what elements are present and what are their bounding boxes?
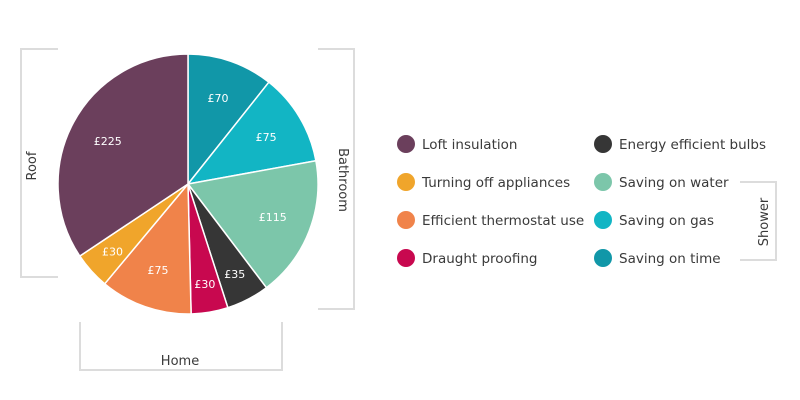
slice-value-label-saving-on-gas: £75 <box>256 131 277 144</box>
bathroom-group-label: Bathroom <box>335 148 350 212</box>
slice-value-label-loft-insulation: £225 <box>94 135 122 148</box>
slice-value-label-saving-on-water: £115 <box>259 211 287 224</box>
shower-group-label: Shower <box>757 197 772 246</box>
legend-label-energy-efficient-bulbs: Energy efficient bulbs <box>619 137 766 153</box>
slice-value-label-draught-proofing: £30 <box>194 278 215 291</box>
slice-value-label-turning-off-appliances: £30 <box>102 246 123 259</box>
home-bracket <box>79 322 283 371</box>
legend-label-saving-on-time: Saving on time <box>619 251 721 267</box>
pie-slices <box>57 53 319 315</box>
legend-label-turning-off-appliances: Turning off appliances <box>421 175 570 191</box>
pie-slice-loft-insulation <box>57 53 189 258</box>
legend-swatch-draught-proofing <box>397 249 415 267</box>
legend-swatch-turning-off-appliances <box>397 173 415 191</box>
pie-slice-saving-on-time <box>187 53 270 187</box>
pie-slice-saving-on-water <box>186 159 319 289</box>
legend-swatch-saving-on-time <box>594 249 612 267</box>
roof-group-label: Roof <box>25 151 40 180</box>
home-group-label: Home <box>161 354 199 369</box>
shower-bracket <box>740 181 777 261</box>
legend-label-saving-on-gas: Saving on gas <box>619 213 714 229</box>
legend-label-saving-on-water: Saving on water <box>619 175 729 191</box>
pie-value-labels: £70 £75 £115 £35 £30 £75 £30 £225 <box>94 92 287 291</box>
legend-swatch-saving-on-water <box>594 173 612 191</box>
bathroom-bracket <box>318 48 355 310</box>
roof-bracket <box>20 48 58 278</box>
legend-label-loft-insulation: Loft insulation <box>422 137 517 153</box>
pie-slice-efficient-thermostat-use <box>103 181 192 315</box>
slice-value-label-saving-on-time: £70 <box>208 92 229 105</box>
legend: Loft insulation Turning off appliances Eff… <box>397 135 766 267</box>
slice-value-label-efficient-thermostat-use: £75 <box>148 264 169 277</box>
legend-swatch-energy-efficient-bulbs <box>594 135 612 153</box>
legend-label-efficient-thermostat-use: Efficient thermostat use <box>422 213 584 229</box>
slice-value-label-energy-efficient-bulbs: £35 <box>224 268 245 281</box>
legend-swatch-saving-on-gas <box>594 211 612 229</box>
pie-slice-saving-on-gas <box>186 81 317 186</box>
legend-swatch-loft-insulation <box>397 135 415 153</box>
legend-label-draught-proofing: Draught proofing <box>422 251 537 267</box>
legend-swatch-efficient-thermostat-use <box>397 211 415 229</box>
